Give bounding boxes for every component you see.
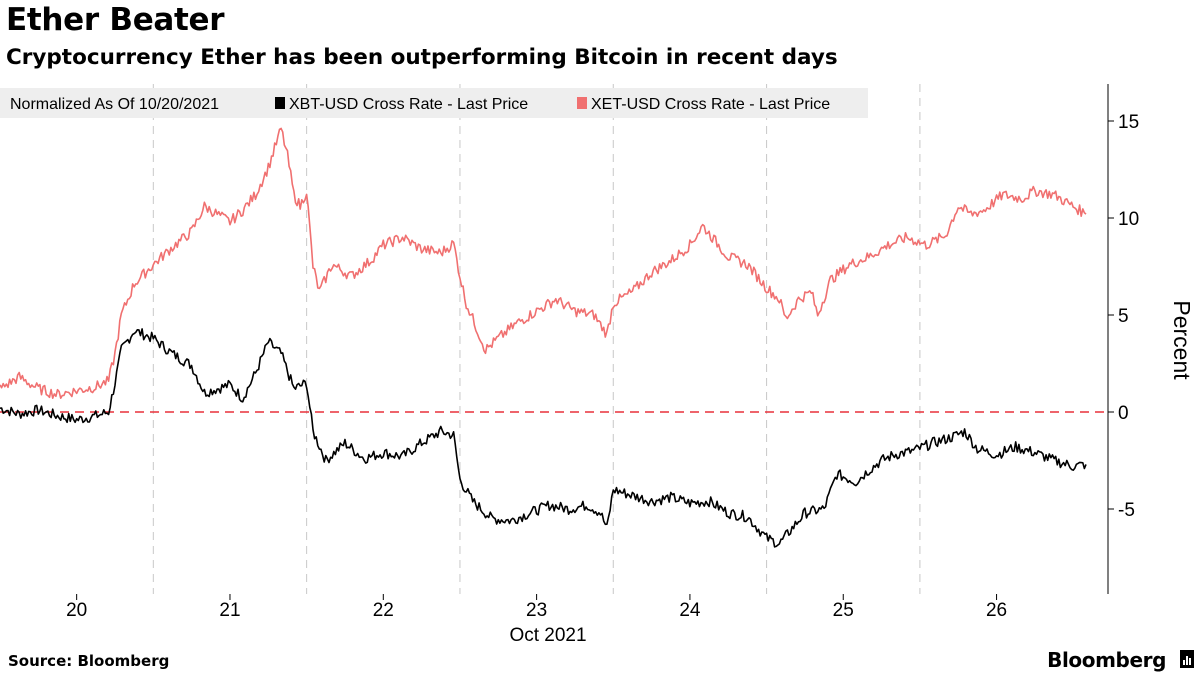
legend-label-xet: XET-USD Cross Rate - Last Price: [591, 96, 830, 113]
y-axis-label: Percent: [1169, 300, 1195, 380]
y-tick-label: 0: [1118, 403, 1129, 424]
source-note: Source: Bloomberg: [8, 652, 170, 670]
x-tick-label: 26: [986, 600, 1007, 621]
series-line-xbt: [0, 328, 1087, 548]
legend: Normalized As Of 10/20/2021 XBT-USD Cros…: [0, 88, 868, 118]
x-tick-label: 20: [66, 600, 87, 621]
legend-swatch-xet: [577, 97, 587, 109]
series-line-xet: [0, 127, 1087, 399]
y-tick-label: 5: [1118, 306, 1129, 327]
x-axis-label: Oct 2021: [509, 625, 586, 646]
chart-title: Ether Beater: [6, 2, 225, 38]
legend-label-xbt: XBT-USD Cross Rate - Last Price: [289, 96, 528, 113]
y-tick-label: 10: [1118, 209, 1139, 230]
y-tick-label: -5: [1118, 500, 1135, 521]
legend-background: [0, 88, 868, 118]
grid-lines: [76, 84, 998, 600]
x-tick-label: 24: [679, 600, 701, 621]
x-tick-labels: 20 21 22 23 24 25 26: [66, 600, 1007, 621]
x-tick-label: 23: [526, 600, 547, 621]
legend-title: Normalized As Of 10/20/2021: [10, 96, 219, 113]
chart-subtitle: Cryptocurrency Ether has been outperform…: [6, 45, 838, 70]
y-tick-labels: -5 0 5 10 15: [1108, 112, 1139, 521]
legend-swatch-xbt: [275, 97, 285, 109]
x-tick-label: 25: [833, 600, 854, 621]
x-tick-label: 22: [373, 600, 394, 621]
x-tick-label: 21: [219, 600, 240, 621]
y-tick-label: 15: [1118, 112, 1139, 133]
series-layer: [0, 127, 1087, 548]
brand-wordmark: Bloomberg: [1047, 648, 1166, 672]
bloomberg-logo-icon: [1180, 650, 1194, 668]
